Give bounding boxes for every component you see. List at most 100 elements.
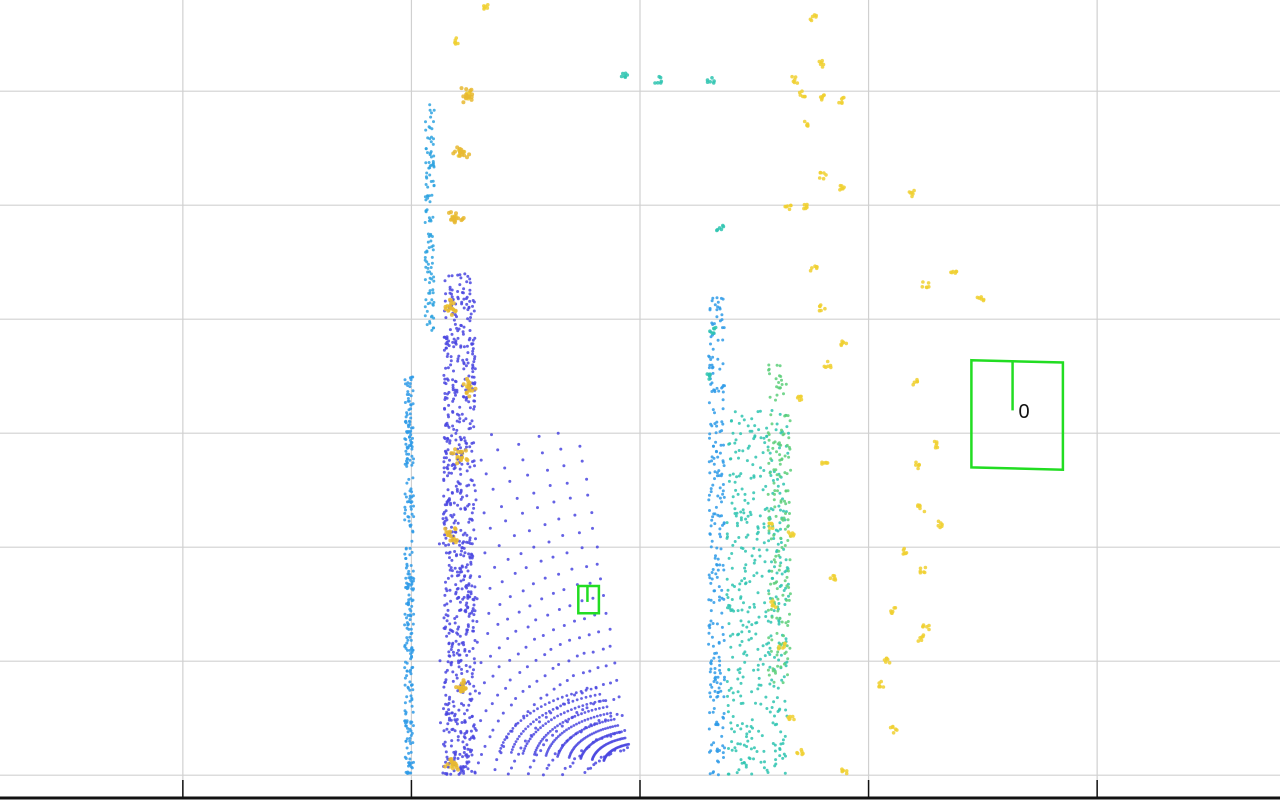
data-point <box>738 643 742 647</box>
data-point <box>472 425 476 429</box>
data-point <box>921 280 925 284</box>
data-point <box>712 326 717 331</box>
data-point <box>555 729 558 733</box>
data-point <box>457 413 461 417</box>
data-point <box>465 601 469 605</box>
data-point <box>444 613 448 617</box>
data-point <box>590 758 594 761</box>
data-point <box>740 761 744 765</box>
data-point <box>814 266 819 271</box>
data-point <box>551 733 555 737</box>
data-point <box>465 729 469 733</box>
data-point <box>916 466 920 471</box>
data-point <box>788 612 791 616</box>
data-point <box>586 717 590 721</box>
data-point <box>708 509 711 512</box>
data-point <box>459 276 463 280</box>
data-point <box>737 632 741 636</box>
data-point <box>731 543 735 547</box>
data-point <box>902 546 906 551</box>
data-point <box>450 274 454 278</box>
data-point <box>404 710 408 714</box>
data-point <box>736 609 740 613</box>
data-point <box>471 304 474 308</box>
data-point <box>719 535 722 539</box>
data-point <box>405 411 409 415</box>
data-point <box>410 539 414 543</box>
data-point <box>441 771 445 775</box>
data-point <box>408 607 412 611</box>
data-point <box>715 563 719 566</box>
data-point <box>532 703 536 707</box>
data-point <box>465 653 469 657</box>
data-point <box>519 552 523 556</box>
data-point <box>442 729 446 733</box>
data-point <box>429 232 433 236</box>
data-point <box>776 489 779 493</box>
data-point <box>472 309 476 313</box>
data-point <box>524 645 528 649</box>
data-point <box>568 765 572 768</box>
data-point <box>517 735 521 738</box>
data-point <box>448 285 452 289</box>
data-point <box>779 665 783 669</box>
data-point <box>745 625 749 629</box>
data-point <box>427 246 431 250</box>
data-point <box>713 522 717 526</box>
data-point <box>573 513 577 517</box>
data-point <box>750 772 754 776</box>
data-point <box>470 715 474 719</box>
data-point <box>470 419 474 423</box>
data-point <box>473 464 476 468</box>
data-point <box>439 721 442 725</box>
data-point <box>787 436 791 440</box>
data-point <box>739 727 743 731</box>
data-point <box>788 532 792 536</box>
data-point <box>756 687 760 691</box>
data-point <box>506 772 510 776</box>
data-point <box>580 697 583 700</box>
data-point <box>533 753 536 756</box>
data-point <box>598 707 601 710</box>
data-point <box>496 622 500 626</box>
data-point <box>454 639 458 643</box>
data-point <box>464 87 469 92</box>
data-point <box>559 447 563 451</box>
data-point <box>462 554 466 558</box>
data-point <box>450 643 454 646</box>
data-point <box>453 447 458 452</box>
data-point <box>783 527 787 531</box>
data-point <box>766 608 770 612</box>
data-point <box>431 142 435 146</box>
data-point <box>721 726 725 730</box>
data-point <box>737 474 741 478</box>
data-point <box>410 631 414 635</box>
data-point <box>789 203 793 208</box>
data-point <box>464 390 469 395</box>
data-point <box>715 622 719 626</box>
data-point <box>707 727 711 731</box>
data-point <box>466 680 470 684</box>
data-point <box>715 546 719 550</box>
data-point <box>710 321 714 325</box>
data-point <box>404 660 407 664</box>
data-point <box>411 724 415 728</box>
data-point <box>602 713 606 716</box>
data-point <box>708 670 712 674</box>
data-point <box>442 510 446 514</box>
data-point <box>737 456 740 460</box>
data-point <box>570 716 574 720</box>
data-point <box>558 643 562 646</box>
data-point <box>709 662 713 666</box>
data-point <box>734 488 738 492</box>
data-point <box>541 737 544 741</box>
data-point <box>534 730 538 734</box>
data-point <box>455 428 459 432</box>
data-point <box>716 338 720 342</box>
data-point <box>735 771 739 775</box>
data-point <box>716 759 719 763</box>
data-point <box>712 512 716 516</box>
data-point <box>441 541 445 545</box>
data-point <box>777 386 781 390</box>
data-point <box>571 761 575 765</box>
